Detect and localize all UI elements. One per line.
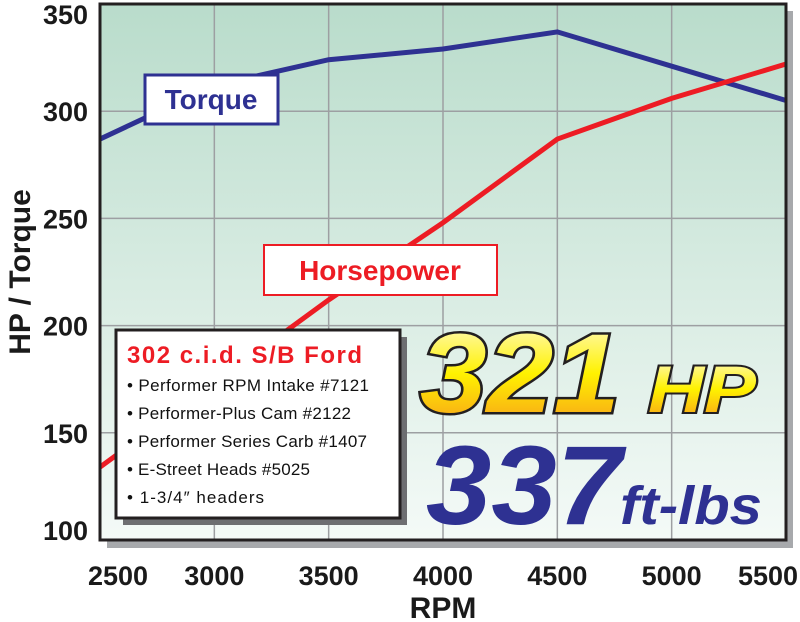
x-tick-label: 2500 [88,561,148,591]
spec-title: 302 c.i.d. S/B Ford [127,342,362,369]
spec-box: 302 c.i.d. S/B Ford • Performer RPM Inta… [114,328,407,525]
spec-item: • Performer-Plus Cam #2122 [127,404,351,423]
x-tick-label: 4500 [527,561,587,591]
y-tick-label: 150 [43,419,88,449]
x-tick-label: 3500 [299,561,359,591]
horsepower-label: Horsepower [299,255,461,286]
spec-item: • 1-3/4″ headers [127,488,264,507]
x-axis-label: RPM [410,592,477,622]
plot-border [98,2,788,542]
x-tick-label: 5000 [642,561,702,591]
legend-torque: Torque [143,73,280,126]
y-tick-labels: 100 150 200 250 300 350 [43,0,88,546]
y-tick-label: 200 [43,312,88,342]
hp-unit: HP [648,352,757,426]
x-tick-label: 4000 [413,561,473,591]
torque-value: 337 [426,423,627,548]
legend-horsepower: Horsepower [263,244,498,296]
x-tick-label: 3000 [184,561,244,591]
x-tick-labels: 2500 3000 3500 4000 4500 5000 5500 [88,561,798,591]
x-tick-label: 5500 [738,561,798,591]
spec-item: • Performer Series Carb #1407 [127,432,367,451]
torque-unit: ft-lbs [620,476,762,536]
y-tick-label: 250 [43,204,88,234]
spec-item: • E-Street Heads #5025 [127,460,310,479]
y-tick-label: 350 [43,0,88,30]
torque-label: Torque [165,84,258,115]
y-tick-label: 300 [43,97,88,127]
y-axis-label: HP / Torque [4,189,37,355]
hp-value: 321 [420,311,620,436]
spec-item: • Performer RPM Intake #7121 [127,376,369,395]
y-tick-label: 100 [43,516,88,546]
